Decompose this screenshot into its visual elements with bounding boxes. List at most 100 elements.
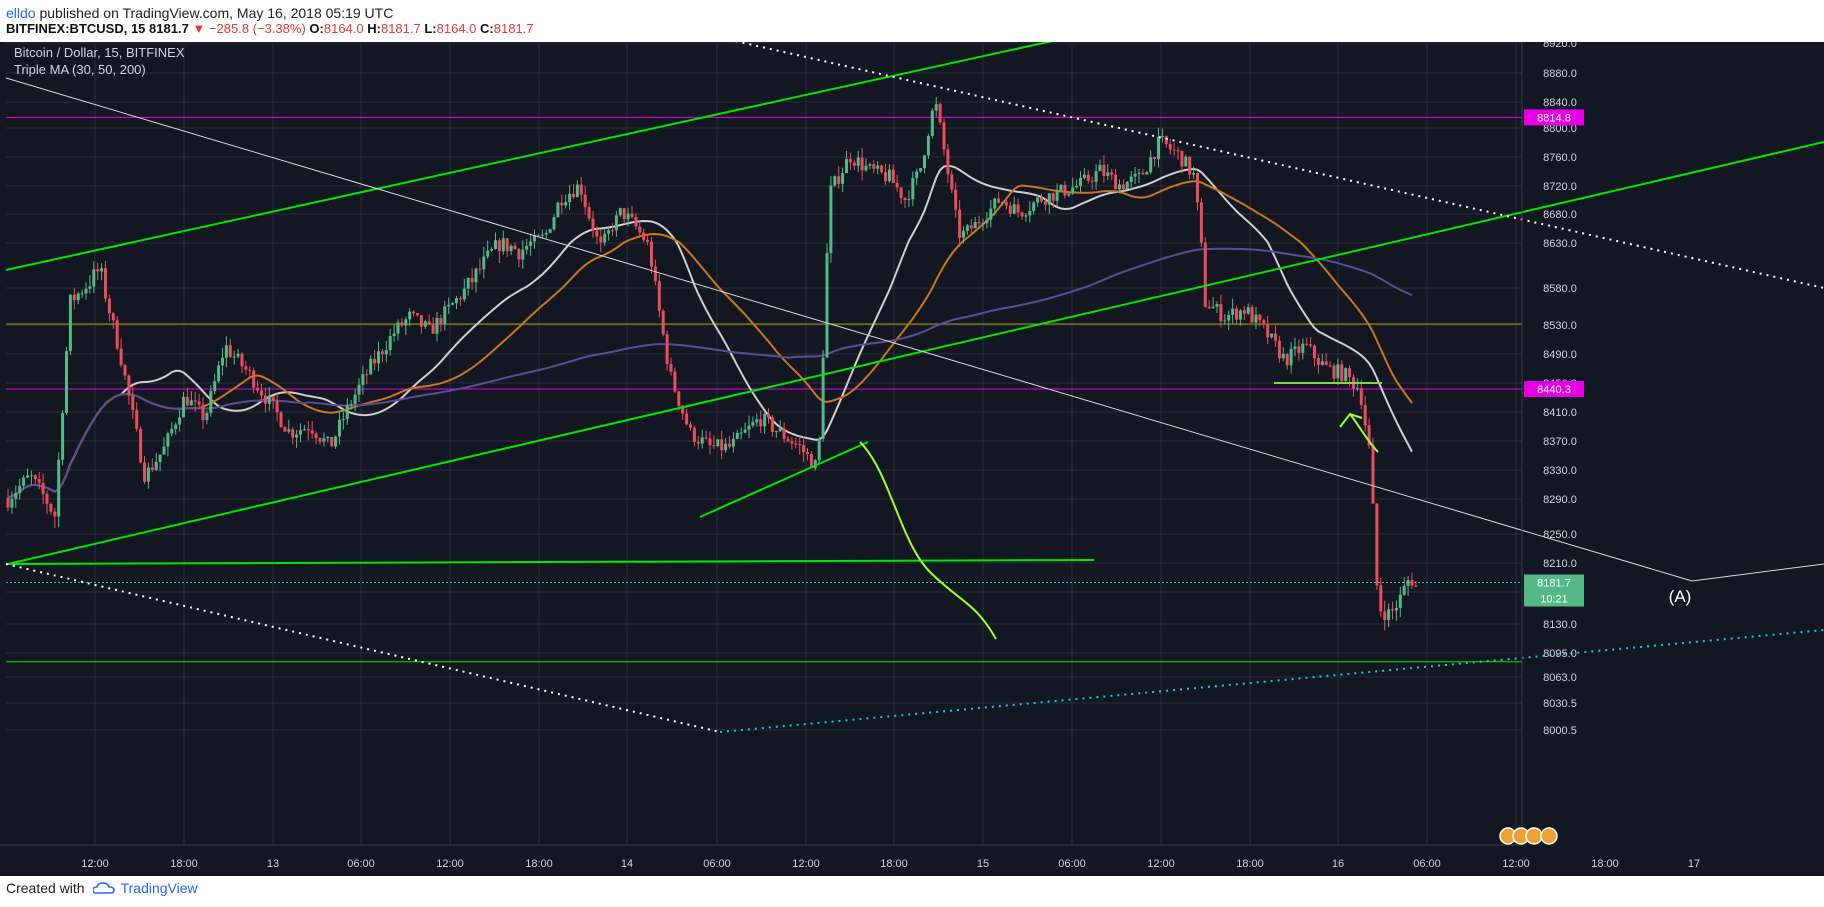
candle-body — [1383, 611, 1387, 621]
descending-trendline[interactable] — [5, 77, 1693, 582]
candle — [622, 207, 626, 225]
candle-body — [419, 315, 423, 327]
candle-body — [6, 498, 10, 508]
candle — [1199, 198, 1203, 247]
candle — [299, 423, 302, 443]
candle-body — [575, 184, 579, 198]
chart-area[interactable]: 8920.0 8880.0 8840.0 8800.0 8760.0 8720.0 8680… — [0, 42, 1824, 876]
candle — [708, 431, 712, 455]
candle — [1086, 170, 1090, 184]
candle — [115, 315, 119, 351]
candle — [1379, 577, 1383, 617]
candle-body — [1414, 585, 1418, 587]
candle — [365, 369, 369, 385]
candle-body — [26, 475, 29, 478]
candle — [1145, 171, 1149, 175]
candle — [614, 211, 618, 237]
legend-indicator[interactable]: Triple MA (30, 50, 200) — [14, 62, 146, 77]
publish-info: elldo published on TradingView.com, May … — [6, 5, 393, 25]
price-chart[interactable]: 8920.0 8880.0 8840.0 8800.0 8760.0 8720.0 8680… — [0, 42, 1824, 876]
candle — [334, 435, 338, 449]
candle-body — [1309, 344, 1313, 346]
candle-body — [1238, 310, 1242, 320]
drawings[interactable] — [5, 42, 1824, 733]
candle — [548, 228, 552, 234]
horizontal-support-green[interactable] — [7, 559, 1095, 565]
upper-channel-line[interactable] — [5, 42, 1066, 271]
candle — [1164, 135, 1168, 148]
last-price: 8181.7 — [149, 21, 189, 36]
author-link[interactable]: elldo — [6, 5, 36, 21]
candle — [1121, 179, 1125, 191]
candle-body — [53, 511, 57, 517]
candle-body — [326, 436, 330, 439]
curve-drawing[interactable] — [859, 441, 997, 640]
small-trendline[interactable] — [699, 441, 869, 518]
candle — [1336, 358, 1340, 385]
candle-body — [1332, 365, 1336, 379]
candle — [525, 238, 529, 255]
candle-body — [646, 240, 650, 242]
candle — [923, 154, 926, 174]
candle-body — [408, 311, 412, 320]
candle-body — [985, 219, 989, 224]
dotted-support-cyan[interactable] — [719, 629, 1824, 733]
candle-body — [1231, 308, 1235, 315]
candle-body — [111, 313, 115, 321]
candle — [302, 424, 306, 431]
candle — [158, 454, 162, 472]
candle-body — [1402, 585, 1406, 595]
candle — [969, 219, 973, 235]
candle-body — [665, 334, 669, 365]
candle — [353, 388, 357, 412]
candle-body — [653, 266, 657, 282]
candle-body — [501, 238, 505, 252]
candle — [217, 361, 221, 384]
candle — [1414, 580, 1418, 588]
candle-body — [638, 226, 642, 233]
candle-body — [603, 233, 607, 243]
price-tick-label: 8250.0 — [1543, 529, 1577, 541]
candle-body — [1051, 193, 1055, 201]
candle — [751, 416, 755, 428]
candle — [486, 240, 490, 260]
candle-body — [1071, 187, 1075, 194]
candle — [743, 422, 747, 434]
candle — [1075, 179, 1079, 189]
candle — [1133, 167, 1137, 185]
price-tick-label: 8800.0 — [1543, 123, 1577, 135]
candle-body — [380, 351, 384, 355]
candle — [1153, 156, 1157, 167]
event-markers[interactable] — [1499, 827, 1558, 845]
candle — [985, 211, 989, 229]
high-label: H: — [367, 21, 381, 36]
candle — [724, 438, 728, 453]
candle-body — [1176, 150, 1180, 152]
arrow-drawing[interactable] — [1339, 412, 1379, 453]
candle — [65, 346, 68, 415]
lower-channel-line[interactable] — [7, 141, 1824, 565]
candle-body — [14, 493, 18, 499]
time-tick-label: 12:00 — [792, 858, 820, 870]
candle — [509, 244, 513, 256]
candle-body — [829, 185, 833, 254]
candle — [501, 230, 505, 255]
candle-body — [1059, 184, 1063, 191]
candle-body — [525, 245, 529, 250]
price-tick-label: 8720.0 — [1543, 181, 1577, 193]
candle — [1324, 353, 1328, 366]
flag-marker-3[interactable] — [1525, 827, 1543, 845]
tradingview-link[interactable]: TradingView — [92, 880, 198, 896]
candle-body — [400, 322, 404, 326]
candle — [341, 410, 345, 430]
candle-body — [283, 427, 287, 432]
candle — [170, 422, 174, 437]
projection-line[interactable] — [1691, 563, 1824, 582]
flag-marker-24[interactable] — [1540, 827, 1558, 845]
candle-body — [529, 241, 533, 246]
candle — [451, 302, 455, 306]
candle — [1219, 294, 1223, 328]
candle — [189, 391, 193, 406]
dotted-lower-line[interactable] — [5, 563, 721, 733]
time-tick-label: 18:00 — [1591, 858, 1619, 870]
